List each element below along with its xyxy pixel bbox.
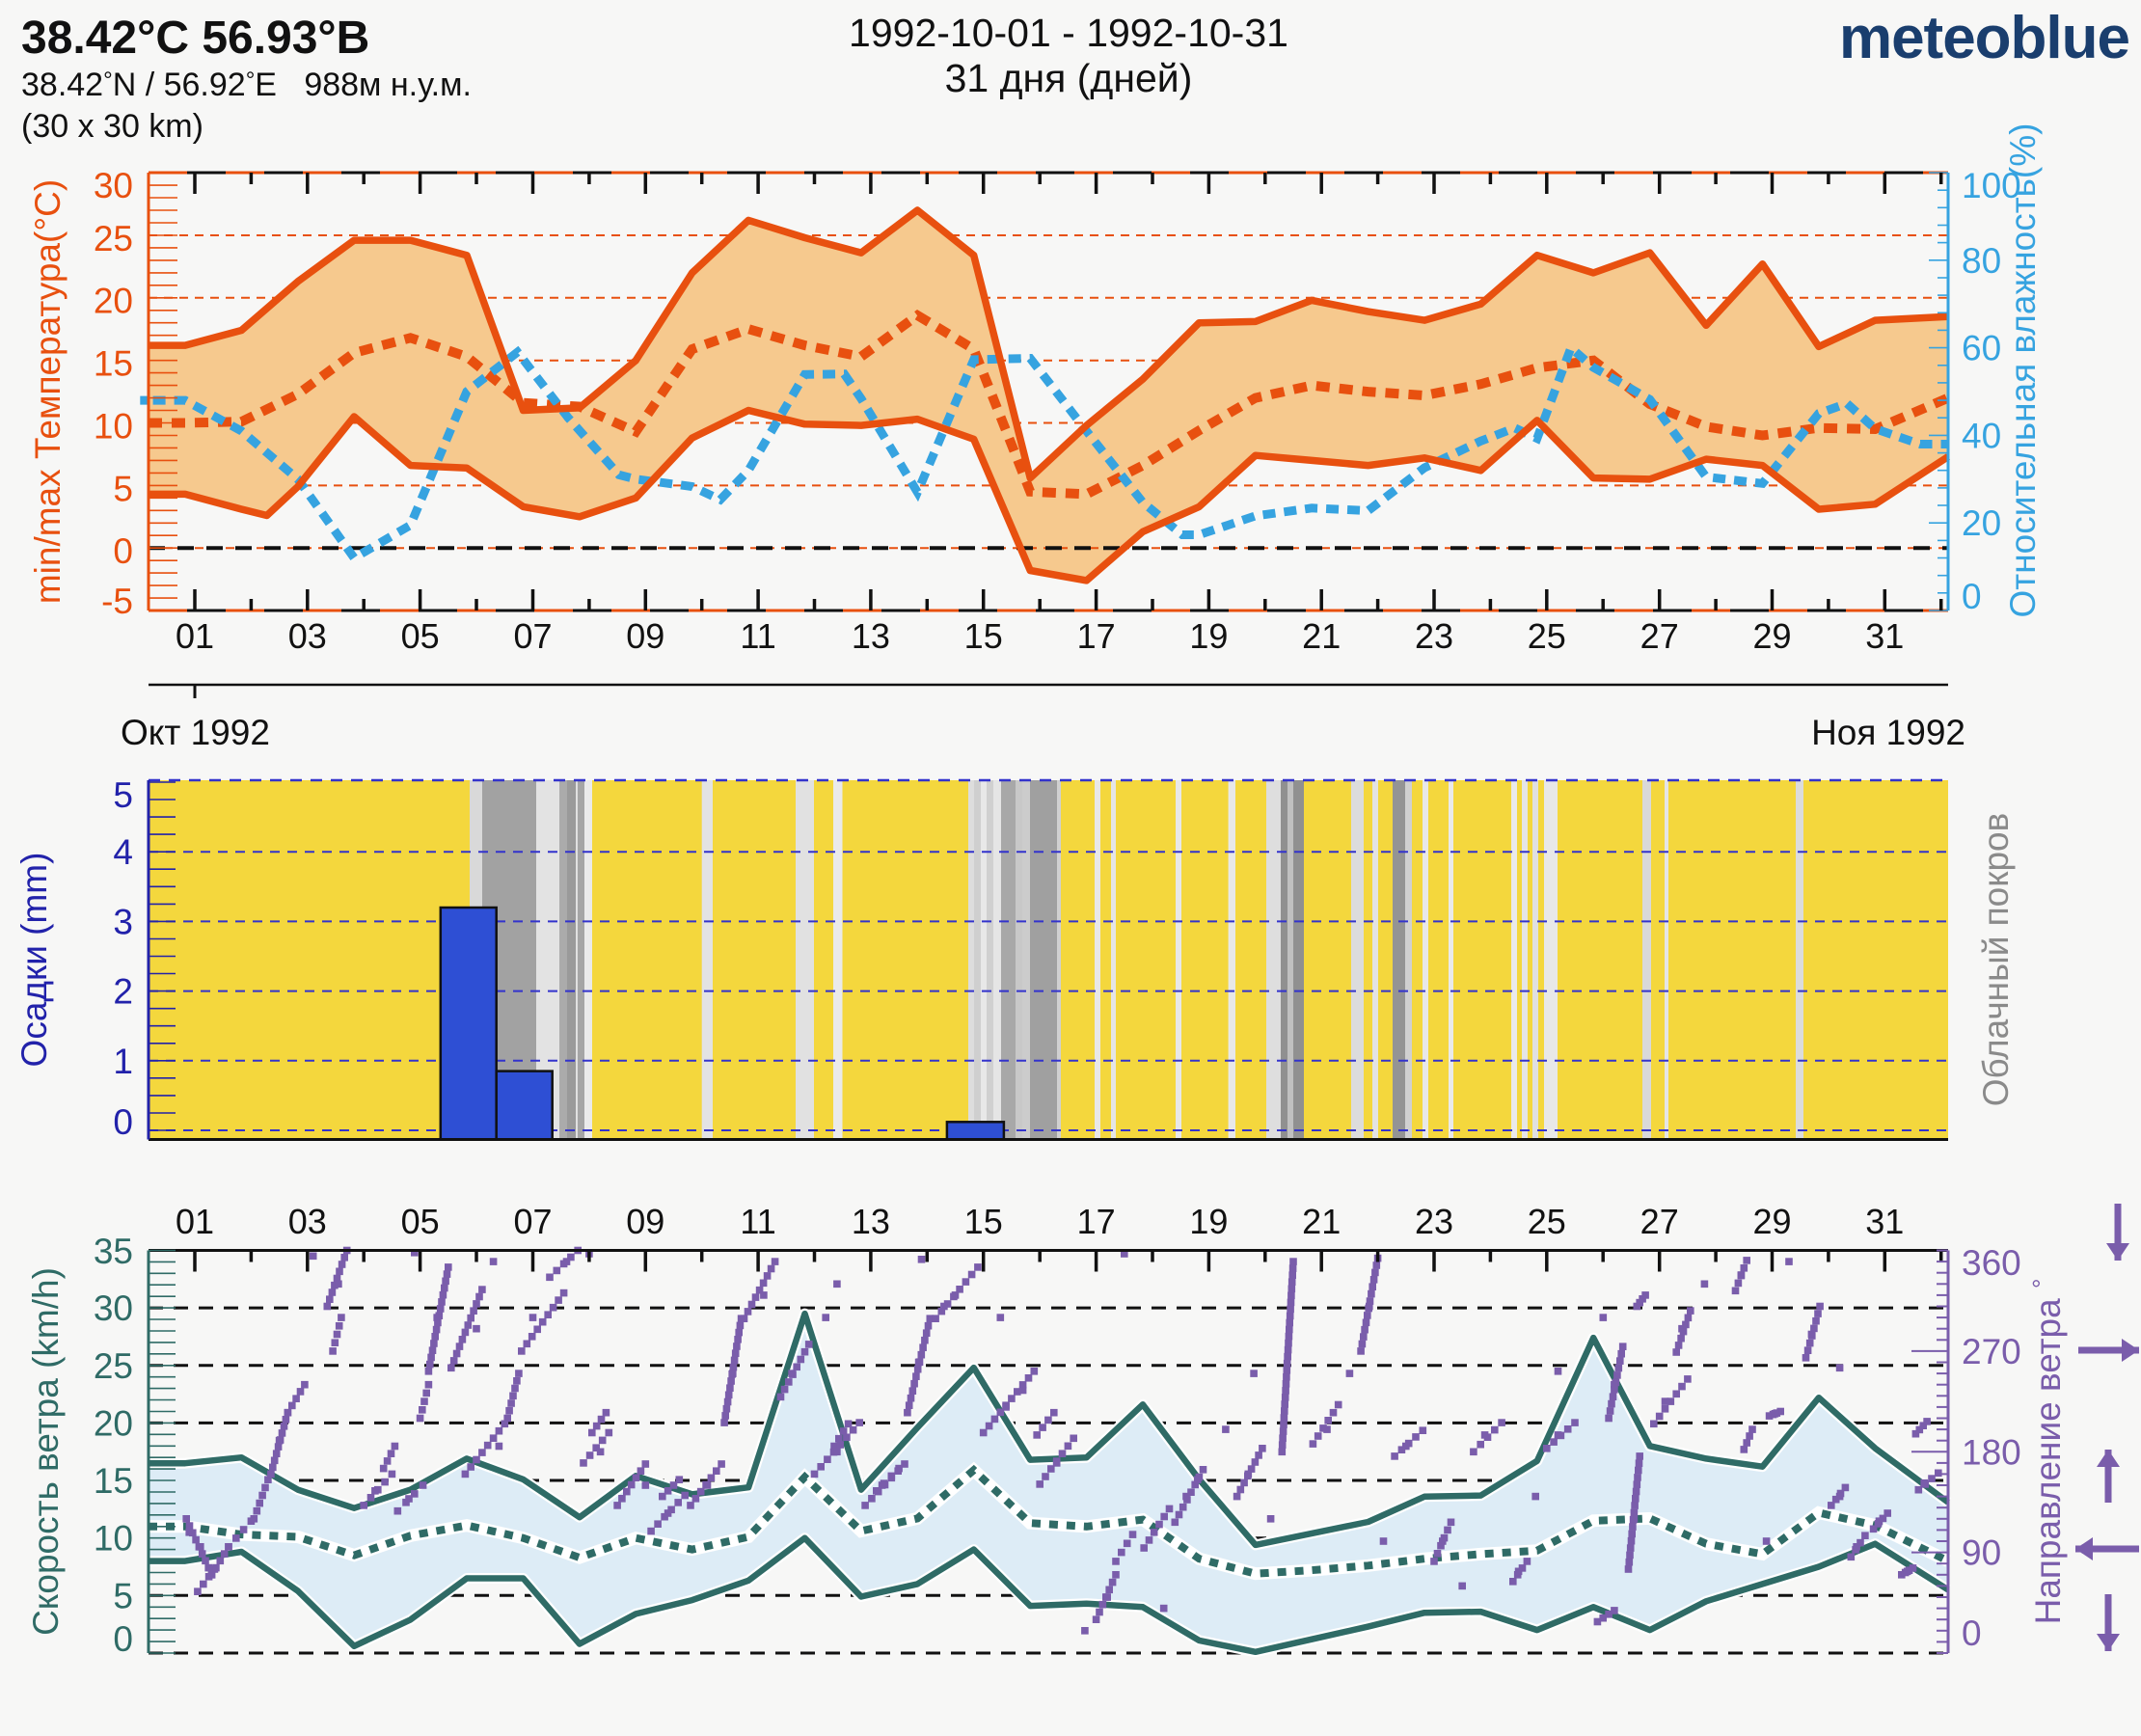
svg-text:Облачный покров: Облачный покров <box>1976 813 2016 1107</box>
svg-text:17: 17 <box>1077 1202 1116 1241</box>
svg-text:3: 3 <box>113 902 133 941</box>
svg-text:4: 4 <box>113 832 133 872</box>
svg-text:0: 0 <box>1962 1614 1982 1653</box>
svg-text:38.42°C 56.93°B: 38.42°C 56.93°B <box>21 13 369 64</box>
svg-text:0: 0 <box>1962 577 1982 616</box>
svg-text:5: 5 <box>113 469 133 508</box>
svg-text:07: 07 <box>513 616 552 656</box>
svg-text:180: 180 <box>1962 1432 2021 1472</box>
svg-text:2: 2 <box>113 972 133 1012</box>
svg-text:19: 19 <box>1189 1202 1228 1241</box>
svg-text:35: 35 <box>94 1232 133 1271</box>
svg-text:15: 15 <box>964 1202 1003 1241</box>
svg-text:11: 11 <box>740 616 775 656</box>
svg-text:360: 360 <box>1962 1243 2021 1283</box>
svg-text:-5: -5 <box>101 582 133 621</box>
svg-text:01: 01 <box>176 1202 214 1241</box>
svg-text:21: 21 <box>1302 616 1341 656</box>
svg-text:0: 0 <box>113 531 133 571</box>
svg-text:270: 270 <box>1962 1332 2021 1371</box>
svg-text:25: 25 <box>94 1346 133 1386</box>
svg-text:40: 40 <box>1962 416 2001 455</box>
svg-text:19: 19 <box>1189 616 1228 656</box>
svg-text:27: 27 <box>1640 616 1679 656</box>
svg-text:Осадки (mm): Осадки (mm) <box>14 853 54 1068</box>
svg-text:1992-10-01 - 1992-10-31: 1992-10-01 - 1992-10-31 <box>849 11 1288 55</box>
svg-text:25: 25 <box>1528 1202 1566 1241</box>
svg-text:25: 25 <box>94 219 133 258</box>
svg-text:20: 20 <box>94 282 133 321</box>
svg-text:01: 01 <box>176 616 214 656</box>
svg-text:5: 5 <box>113 1576 133 1615</box>
svg-text:Ноя 1992: Ноя 1992 <box>1811 713 1965 752</box>
svg-text:05: 05 <box>401 616 440 656</box>
svg-text:10: 10 <box>94 1519 133 1559</box>
svg-text:5: 5 <box>113 775 133 815</box>
svg-text:17: 17 <box>1077 616 1116 656</box>
svg-text:20: 20 <box>1962 503 2001 543</box>
svg-text:Скорость ветра (km/h): Скорость ветра (km/h) <box>26 1267 66 1636</box>
svg-text:09: 09 <box>626 1202 664 1241</box>
svg-text:03: 03 <box>288 1202 327 1241</box>
svg-text:Направление ветра °: Направление ветра ° <box>2027 1279 2068 1625</box>
svg-text:(30 x 30 km): (30 x 30 km) <box>21 108 203 145</box>
svg-text:15: 15 <box>94 344 133 384</box>
svg-text:15: 15 <box>964 616 1003 656</box>
svg-text:30: 30 <box>94 1288 133 1328</box>
svg-text:13: 13 <box>852 616 890 656</box>
svg-text:27: 27 <box>1640 1202 1679 1241</box>
svg-text:25: 25 <box>1528 616 1566 656</box>
svg-text:meteoblue: meteoblue <box>1839 5 2129 71</box>
svg-text:29: 29 <box>1752 616 1791 656</box>
svg-text:20: 20 <box>94 1403 133 1443</box>
svg-text:07: 07 <box>513 1202 552 1241</box>
svg-text:31: 31 <box>1865 1202 1904 1241</box>
svg-text:23: 23 <box>1415 616 1453 656</box>
svg-text:05: 05 <box>401 1202 440 1241</box>
svg-text:10: 10 <box>94 406 133 446</box>
svg-text:min/max Температура(°C): min/max Температура(°C) <box>28 179 68 604</box>
svg-text:Окт 1992: Окт 1992 <box>121 713 270 752</box>
svg-text:100: 100 <box>1962 166 2021 205</box>
svg-text:31: 31 <box>1865 616 1904 656</box>
svg-text:1: 1 <box>113 1042 133 1081</box>
svg-text:60: 60 <box>1962 329 2001 368</box>
svg-text:30: 30 <box>94 166 133 205</box>
svg-text:0: 0 <box>113 1619 133 1659</box>
svg-text:23: 23 <box>1415 1202 1453 1241</box>
svg-text:Относительная влажность(%): Относительная влажность(%) <box>2003 123 2043 618</box>
svg-text:13: 13 <box>852 1202 890 1241</box>
svg-text:21: 21 <box>1302 1202 1341 1241</box>
svg-text:0: 0 <box>113 1102 133 1142</box>
svg-text:15: 15 <box>94 1461 133 1501</box>
svg-text:03: 03 <box>288 616 327 656</box>
svg-text:09: 09 <box>626 616 664 656</box>
svg-text:29: 29 <box>1752 1202 1791 1241</box>
svg-text:31 дня (дней): 31 дня (дней) <box>945 56 1193 100</box>
svg-text:80: 80 <box>1962 241 2001 281</box>
svg-text:11: 11 <box>740 1202 775 1241</box>
svg-text:90: 90 <box>1962 1533 2001 1573</box>
